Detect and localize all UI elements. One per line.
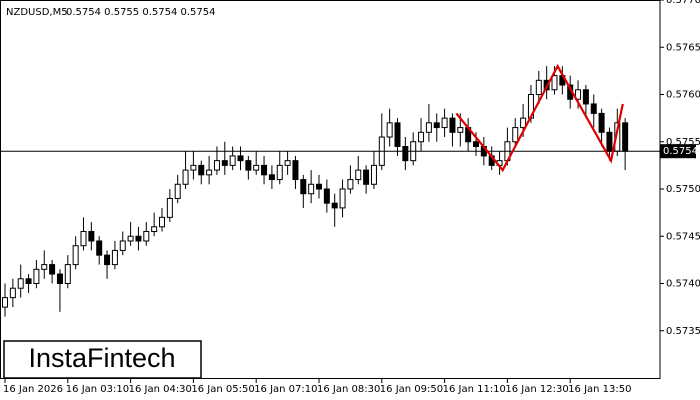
candle-body	[190, 164, 197, 171]
candle-body	[268, 174, 275, 181]
candle-body	[151, 226, 158, 233]
candle-body	[135, 235, 142, 242]
candle-body	[166, 197, 173, 218]
x-tick-label: 16 Jan 2026	[3, 384, 63, 395]
candle-body	[394, 122, 401, 147]
chart-title: NZDUSD,M5	[6, 7, 68, 18]
candle-body	[64, 264, 71, 285]
candle-body	[253, 164, 260, 171]
candle-body	[331, 202, 338, 209]
candle-body	[386, 122, 393, 138]
candle-body	[535, 79, 542, 95]
price-label-box	[660, 144, 696, 159]
candle-body	[237, 155, 244, 162]
candle-body	[229, 155, 236, 166]
candle-body	[370, 164, 377, 185]
candle-body	[339, 188, 346, 209]
candle-body	[308, 183, 315, 195]
candle-body	[17, 278, 24, 289]
candle-body	[355, 169, 362, 181]
candle-body	[182, 169, 189, 185]
y-tick-label: 0.5740	[666, 279, 700, 290]
candle-body	[2, 297, 8, 308]
candle-body	[206, 169, 213, 176]
candle-body	[119, 240, 126, 251]
candle-body	[72, 245, 79, 266]
y-tick-label: 0.5750	[666, 184, 700, 195]
candle-body	[473, 141, 479, 147]
candle-body	[49, 264, 56, 275]
candle-body	[425, 122, 432, 133]
x-tick-label: 16 Jan 05:50	[191, 384, 254, 395]
pattern-line	[455, 63, 624, 173]
candle-body	[323, 188, 330, 204]
candle-body	[512, 127, 519, 143]
candle-body	[520, 117, 527, 129]
candle-body	[292, 160, 299, 181]
candle-body	[433, 122, 440, 129]
candle-body	[276, 164, 283, 181]
y-tick-label: 0.5760	[666, 90, 700, 101]
logo: InstaFintech	[28, 343, 175, 373]
candle-body	[96, 240, 103, 256]
candle-body	[261, 164, 268, 176]
candle-body	[33, 268, 40, 285]
candle-body	[316, 183, 322, 190]
candle-body	[41, 264, 48, 270]
y-tick-label: 0.5755	[666, 137, 700, 148]
candle-body	[9, 287, 16, 299]
candle-body	[143, 231, 150, 242]
candle-body	[284, 160, 291, 166]
x-tick-label: 16 Jan 09:50	[380, 384, 443, 395]
candle-body	[159, 216, 165, 228]
x-tick-label: 16 Jan 13:50	[568, 384, 631, 395]
candle-body	[104, 254, 111, 266]
candle-body	[174, 183, 181, 199]
candle-body	[198, 164, 205, 176]
candle-body	[575, 89, 582, 100]
x-tick-label: 16 Jan 11:10	[443, 384, 506, 395]
x-tick-label: 16 Jan 03:10	[66, 384, 129, 395]
candle-body	[80, 231, 87, 247]
candle-body	[606, 131, 613, 152]
candle-body	[551, 75, 558, 91]
y-tick-label: 0.5770	[666, 0, 700, 6]
x-tick-label: 16 Jan 04:30	[129, 384, 192, 395]
candle-body	[245, 160, 252, 171]
candle-body	[25, 278, 32, 284]
candle-body	[347, 179, 354, 190]
y-tick-label: 0.5765	[666, 42, 700, 53]
logo-box	[3, 340, 202, 379]
candle-body	[221, 160, 228, 166]
x-tick-label: 16 Jan 07:10	[254, 384, 317, 395]
price-label: 0.5754	[663, 146, 698, 157]
candle-body	[56, 273, 63, 284]
candle-body	[127, 235, 134, 242]
ohlc-text: 0.5754 0.5755 0.5754 0.5754	[66, 7, 216, 18]
y-tick-label: 0.5745	[666, 231, 700, 242]
candle-body	[418, 131, 425, 143]
candle-body	[402, 145, 409, 162]
candle-body	[111, 249, 118, 266]
candle-body	[582, 89, 589, 105]
candle-body	[363, 169, 370, 185]
y-tick-label: 0.5735	[666, 326, 700, 337]
candle-body	[213, 160, 220, 171]
candle-body	[88, 231, 95, 242]
candle-body	[598, 112, 605, 133]
candle-body	[300, 179, 307, 195]
candle-body	[457, 127, 464, 133]
x-tick-label: 16 Jan 08:30	[317, 384, 380, 395]
x-tick-label: 16 Jan 12:30	[505, 384, 568, 395]
candle-body	[449, 117, 456, 133]
candle-body	[622, 122, 629, 152]
candle-body	[590, 103, 597, 114]
candle-body	[441, 117, 448, 129]
